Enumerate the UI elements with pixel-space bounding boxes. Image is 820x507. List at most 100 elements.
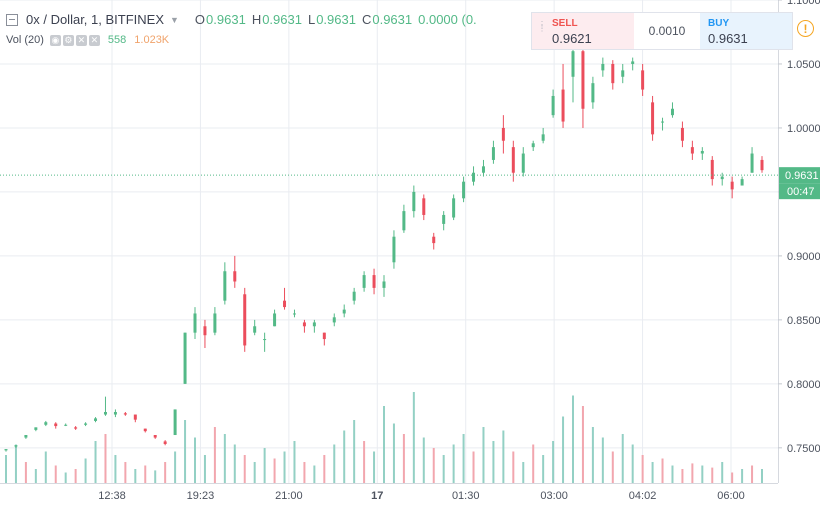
- candle: [591, 76, 595, 109]
- buy-button[interactable]: BUY 0.9631: [700, 13, 792, 49]
- candle: [392, 230, 396, 269]
- sell-button[interactable]: ⋮ ⋮ SELL 0.9621: [532, 13, 634, 49]
- volume-value: 558: [107, 34, 127, 46]
- candle: [581, 38, 585, 128]
- volume-study-label[interactable]: Vol (20): [6, 34, 44, 46]
- candle: [541, 127, 545, 144]
- collapse-icon[interactable]: [6, 13, 18, 26]
- more-icon[interactable]: ✕: [88, 34, 100, 46]
- info-icon[interactable]: !: [797, 20, 814, 37]
- volume-ma-value: 1.023K: [134, 34, 170, 46]
- last-price-badge: [779, 167, 820, 184]
- volume-bar: [64, 472, 67, 483]
- candlesticks: [4, 12, 764, 452]
- visibility-icon[interactable]: ◉: [49, 34, 61, 46]
- x-tick-label-0: 12:38: [98, 490, 126, 502]
- candle: [322, 332, 326, 346]
- candle: [442, 211, 446, 231]
- candle: [730, 176, 734, 199]
- candle: [223, 262, 227, 305]
- volume-bar: [751, 465, 754, 483]
- volume-bar: [631, 444, 634, 483]
- volume-bar: [94, 441, 97, 483]
- candle: [153, 435, 157, 439]
- volume-bar: [383, 406, 385, 483]
- candle: [501, 115, 505, 154]
- candle: [103, 396, 107, 416]
- x-tick-label-5: 03:00: [540, 490, 568, 502]
- candle: [123, 411, 127, 416]
- volume-bar: [104, 434, 107, 483]
- candle: [601, 57, 605, 77]
- candle: [74, 426, 78, 430]
- study-controls: ◉ ⚙ ✕ ✕: [49, 34, 100, 46]
- close-icon[interactable]: ✕: [75, 34, 87, 46]
- close-value: 0.9631: [372, 12, 413, 27]
- change-value: 0.0000 (0.: [418, 12, 477, 27]
- candle: [452, 194, 456, 221]
- volume-bar: [552, 441, 555, 483]
- candle: [243, 287, 247, 352]
- volume-bar: [253, 462, 256, 483]
- volume-bar: [323, 455, 326, 483]
- candle: [680, 121, 684, 148]
- volume-bar: [353, 420, 356, 483]
- volume-bar: [562, 416, 565, 483]
- candle: [283, 287, 287, 310]
- candle: [44, 420, 48, 427]
- candle: [491, 140, 495, 164]
- volume-bar: [591, 427, 594, 483]
- candle: [183, 332, 187, 384]
- candle: [342, 304, 346, 318]
- volume-bar: [263, 448, 266, 483]
- low-label: L: [307, 12, 316, 27]
- volume-bar: [741, 469, 744, 483]
- candle: [84, 422, 88, 427]
- volume-bar: [482, 427, 485, 483]
- candle: [382, 275, 386, 297]
- candle: [700, 147, 704, 160]
- close-label: C: [361, 12, 372, 27]
- volume-bar: [363, 441, 366, 483]
- volume-bar: [54, 465, 57, 483]
- candle: [531, 140, 535, 151]
- volume-bar: [731, 472, 734, 483]
- volume-bar: [661, 458, 664, 483]
- trade-panel: ⋮ ⋮ SELL 0.9621 0.0010 BUY 0.9631: [531, 12, 793, 50]
- volume-bars: [5, 392, 763, 483]
- volume-bar: [442, 455, 445, 483]
- volume-bar: [44, 451, 47, 483]
- candle: [362, 271, 366, 292]
- symbol-title[interactable]: 0x / Dollar, 1, BITFINEX: [26, 12, 164, 27]
- candle: [312, 319, 316, 333]
- y-tick-label-6: 0.8000: [787, 379, 820, 391]
- price-axis[interactable]: 1.10001.05001.00000.95000.90000.85000.80…: [778, 0, 820, 507]
- volume-bar: [343, 430, 346, 483]
- volume-bar: [472, 451, 475, 483]
- candle: [690, 140, 694, 160]
- candle: [760, 156, 764, 173]
- candle: [4, 449, 8, 452]
- y-tick-label-7: 0.7500: [787, 443, 820, 455]
- candle: [710, 156, 714, 186]
- candle: [621, 63, 625, 84]
- volume-bar: [621, 434, 624, 483]
- volume-bar: [14, 444, 17, 483]
- candle: [14, 445, 18, 448]
- chevron-down-icon[interactable]: ▼: [170, 14, 179, 25]
- open-label: O: [194, 12, 206, 27]
- volume-bar: [462, 434, 465, 483]
- volume-bar: [203, 455, 206, 483]
- volume-bar: [283, 451, 286, 483]
- volume-bar: [611, 451, 614, 483]
- candle: [402, 204, 406, 233]
- drag-handle-icon[interactable]: ⋮ ⋮: [538, 20, 546, 33]
- volume-bar: [144, 465, 147, 483]
- candle: [34, 427, 38, 432]
- candle: [54, 422, 58, 429]
- candle: [472, 166, 476, 186]
- time-axis[interactable]: 12:38 19:23 21:00 17 01:30 03:00 04:02 06:00: [0, 483, 778, 503]
- volume-bar: [512, 451, 515, 483]
- settings-icon[interactable]: ⚙: [62, 34, 74, 46]
